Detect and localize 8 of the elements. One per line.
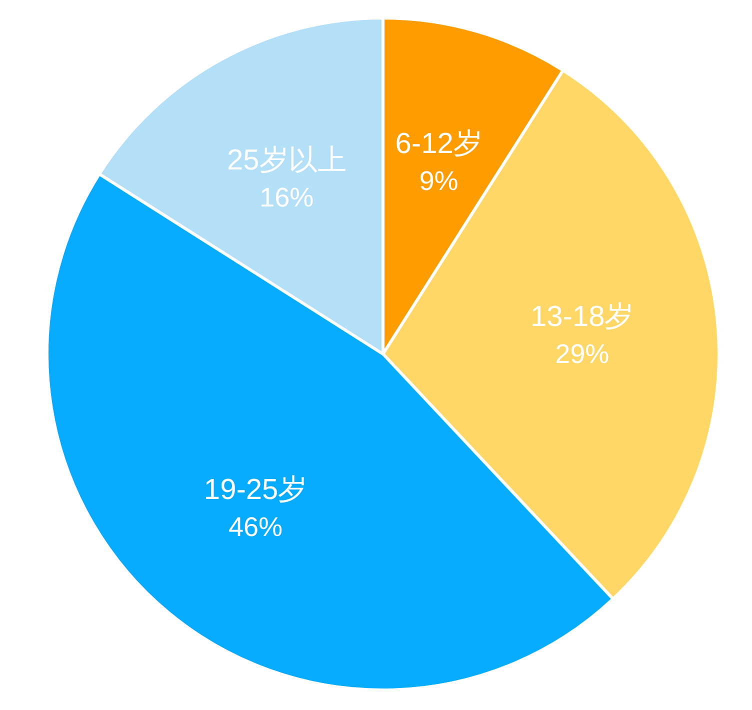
data-label: 16% <box>260 182 314 213</box>
slice-label: 13-18岁 <box>530 301 634 334</box>
slice-label: 19-25岁 <box>204 474 308 506</box>
data-label: 46% <box>228 512 283 542</box>
slice-label: 6-12岁 <box>395 128 482 160</box>
data-label: 9% <box>419 166 458 196</box>
slice-label: 25岁以上 <box>227 144 346 177</box>
data-label: 29% <box>555 339 610 370</box>
